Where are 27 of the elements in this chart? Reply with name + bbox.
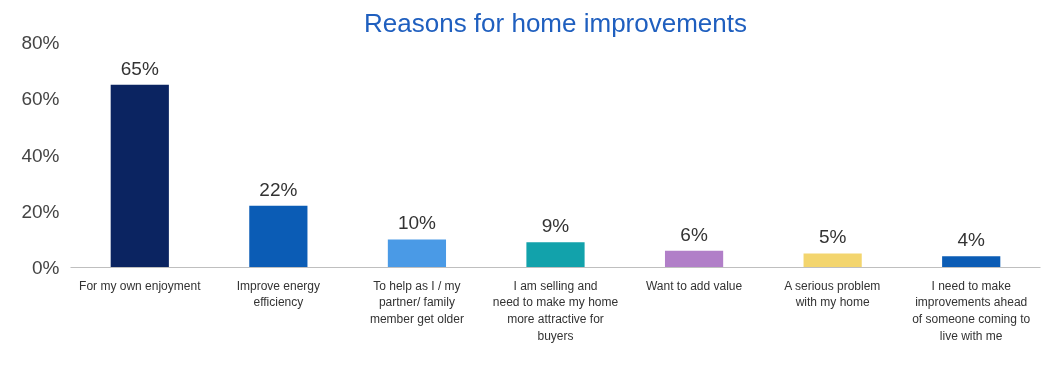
y-tick-label: 60% <box>21 88 60 110</box>
y-tick-label: 80% <box>21 32 60 53</box>
x-tick-label: Want to add value <box>645 278 743 293</box>
x-tick-label: To help as I / my partner/ family member get older <box>369 278 464 327</box>
x-tick-label: I need to make improvements ahead of someone coming to live with me <box>912 278 1031 343</box>
bar <box>387 239 447 268</box>
bar <box>942 256 1001 268</box>
bar <box>249 205 308 268</box>
bar <box>110 84 169 268</box>
data-label: 65% <box>120 57 159 79</box>
data-label: 6% <box>680 223 708 245</box>
bar <box>803 253 862 268</box>
y-tick-label: 40% <box>21 144 60 166</box>
data-label: 9% <box>541 215 570 237</box>
x-tick-label: Improve energy efficiency <box>236 278 321 310</box>
x-tick-label: I am selling and need to make my home more attractive for buyers <box>492 278 619 343</box>
bar <box>526 242 585 268</box>
data-label: 4% <box>957 229 986 251</box>
y-tick-label: 20% <box>21 200 60 222</box>
bar <box>664 250 724 268</box>
y-tick-label: 0% <box>32 257 60 278</box>
x-tick-label: A serious problem with my home <box>784 278 881 310</box>
chart-title: Reasons for home improvements <box>364 7 747 38</box>
data-label: 10% <box>397 212 437 234</box>
data-label: 5% <box>818 226 847 248</box>
x-tick-label: For my own enjoyment <box>79 278 202 293</box>
data-label: 22% <box>259 178 298 200</box>
